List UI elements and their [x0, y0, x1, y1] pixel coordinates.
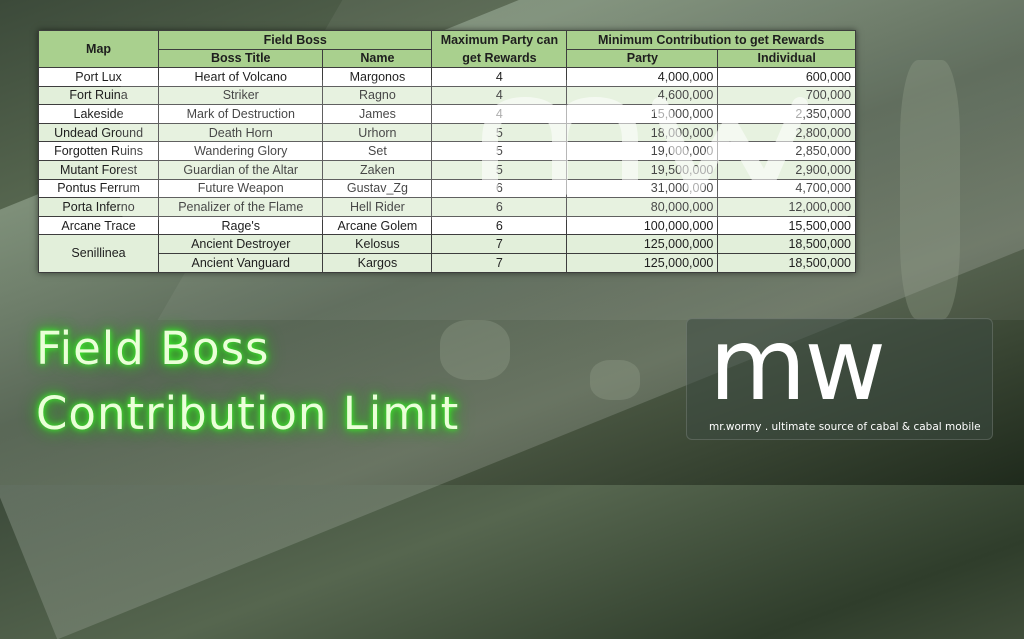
cell-max-party: 6 — [431, 178, 568, 199]
cell-max-party: 7 — [431, 234, 568, 254]
cell-map: Pontus Ferrum — [37, 178, 160, 199]
cell-individual: 2,350,000 — [717, 104, 856, 124]
header-individual: Individual — [717, 48, 856, 68]
header-name: Name — [322, 48, 433, 68]
cell-party: 31,000,000 — [566, 178, 719, 199]
cell-party: 125,000,000 — [566, 252, 719, 273]
cell-boss-name: Hell Rider — [322, 197, 433, 217]
cell-boss-name: Set — [322, 141, 433, 161]
cell-boss-name: Ragno — [322, 85, 433, 106]
cell-individual: 600,000 — [717, 67, 856, 87]
cell-map: Undead Ground — [37, 122, 160, 143]
cell-individual: 12,000,000 — [717, 197, 856, 217]
header-party: Party — [566, 48, 719, 68]
cell-boss-title: Wandering Glory — [158, 141, 324, 161]
cell-boss-name: James — [322, 104, 433, 124]
header-field-boss: Field Boss — [158, 30, 433, 50]
cell-boss-name: Kelosus — [322, 234, 433, 254]
cell-boss-name: Arcane Golem — [322, 215, 433, 236]
cell-map: Arcane Trace — [37, 215, 160, 236]
cell-max-party: 6 — [431, 215, 568, 236]
cell-boss-name: Zaken — [322, 159, 433, 180]
cell-individual: 2,850,000 — [717, 141, 856, 161]
table-row: Forgotten Ruins Wandering Glory Set 5 19,000… — [37, 141, 856, 161]
cell-map: Porta Inferno — [37, 197, 160, 217]
cell-individual: 700,000 — [717, 85, 856, 106]
background-rock — [440, 320, 510, 380]
cell-individual: 15,500,000 — [717, 215, 856, 236]
cell-party: 19,500,000 — [566, 159, 719, 180]
cell-max-party: 6 — [431, 197, 568, 217]
cell-boss-title: Death Horn — [158, 122, 324, 143]
cell-individual: 18,500,000 — [717, 234, 856, 254]
cell-party: 4,000,000 — [566, 67, 719, 87]
cell-map: Senillinea — [37, 234, 160, 273]
table-row: Port Lux Heart of Volcano Margonos 4 4,000,0… — [37, 67, 856, 87]
table-row: Fort Ruina Striker Ragno 4 4,600,000 700,000 — [37, 85, 856, 106]
table-row: Mutant Forest Guardian of the Altar Zaken 5… — [37, 159, 856, 180]
cell-max-party: 4 — [431, 104, 568, 124]
field-boss-table: Map Field Boss Maximum Party can get Rew… — [37, 30, 856, 273]
cell-individual: 4,700,000 — [717, 178, 856, 199]
cell-party: 18,000,000 — [566, 122, 719, 143]
cell-boss-title: Penalizer of the Flame — [158, 197, 324, 217]
cell-boss-title: Future Weapon — [158, 178, 324, 199]
cell-map: Port Lux — [37, 67, 160, 87]
cell-map: Lakeside — [37, 104, 160, 124]
cell-individual: 2,800,000 — [717, 122, 856, 143]
table-row: Lakeside Mark of Destruction James 4 15,000,… — [37, 104, 856, 124]
cell-max-party: 4 — [431, 67, 568, 87]
cell-boss-title: Heart of Volcano — [158, 67, 324, 87]
cell-max-party: 5 — [431, 141, 568, 161]
header-map: Map — [37, 30, 160, 68]
cell-party: 80,000,000 — [566, 197, 719, 217]
page-title-line2: Contribution Limit — [36, 387, 460, 440]
table-row: Porta Inferno Penalizer of the Flame Hell … — [37, 197, 856, 217]
cell-party: 4,600,000 — [566, 85, 719, 106]
cell-party: 100,000,000 — [566, 215, 719, 236]
background-cliff — [900, 60, 960, 320]
background-rock — [590, 360, 640, 400]
table-row: Pontus Ferrum Future Weapon Gustav_Zg 6 31,0… — [37, 178, 856, 199]
cell-boss-name: Gustav_Zg — [322, 178, 433, 199]
cell-boss-title: Ancient Destroyer — [158, 234, 324, 254]
cell-individual: 2,900,000 — [717, 159, 856, 180]
cell-max-party: 7 — [431, 252, 568, 273]
table-row: Ancient Vanguard Kargos 7 125,000,000 18,500… — [39, 252, 856, 273]
logo-mw: mw — [709, 306, 886, 423]
cell-boss-title: Striker — [158, 85, 324, 106]
page-title-line1: Field Boss — [36, 322, 270, 375]
table-row: Senillinea Ancient Destroyer Kelosus 7 125,0… — [37, 234, 856, 273]
cell-boss-name: Urhorn — [322, 122, 433, 143]
cell-map: Mutant Forest — [37, 159, 160, 180]
cell-individual: 18,500,000 — [717, 252, 856, 273]
table-row: Arcane Trace Rage's Arcane Golem 6 100,000,0… — [37, 215, 856, 236]
cell-max-party: 4 — [431, 85, 568, 106]
logo-tagline: mr.wormy . ultimate source of cabal & ca… — [709, 421, 981, 433]
cell-boss-name: Kargos — [322, 252, 433, 273]
header-boss-title: Boss Title — [158, 48, 324, 68]
header-max-party: Maximum Party can get Rewards — [431, 30, 568, 68]
table-row: Undead Ground Death Horn Urhorn 5 18,000,000… — [37, 122, 856, 143]
cell-max-party: 5 — [431, 122, 568, 143]
cell-party: 19,000,000 — [566, 141, 719, 161]
header-min-contribution: Minimum Contribution to get Rewards — [566, 30, 856, 50]
cell-boss-title: Mark of Destruction — [158, 104, 324, 124]
cell-boss-name: Margonos — [322, 67, 433, 87]
cell-map: Forgotten Ruins — [37, 141, 160, 161]
cell-max-party: 5 — [431, 159, 568, 180]
cell-map: Fort Ruina — [37, 85, 160, 106]
cell-boss-title: Rage's — [158, 215, 324, 236]
cell-party: 15,000,000 — [566, 104, 719, 124]
cell-party: 125,000,000 — [566, 234, 719, 254]
logo-box: mw mr.wormy . ultimate source of cabal &… — [686, 306, 993, 440]
cell-boss-title: Guardian of the Altar — [158, 159, 324, 180]
cell-boss-title: Ancient Vanguard — [158, 252, 324, 273]
